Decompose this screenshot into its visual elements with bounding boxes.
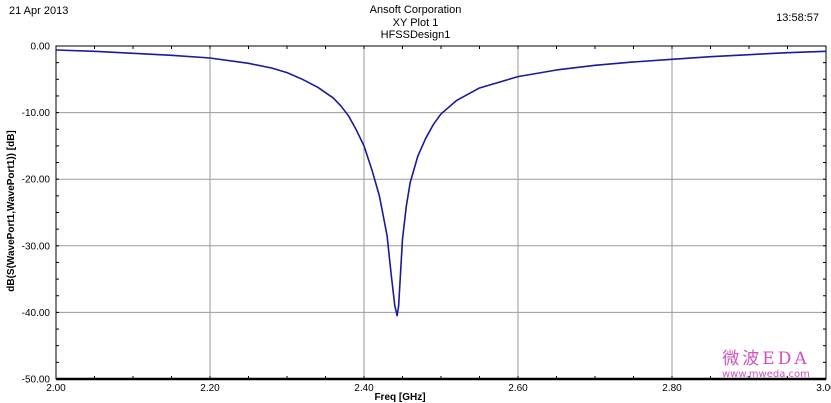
x-tick-label: 2.20 — [200, 383, 220, 394]
plot-axes — [55, 45, 827, 381]
watermark-logo: 微波EDA www.mweda.com — [722, 344, 810, 380]
x-axis-label: Freq [GHz] — [374, 392, 425, 403]
plot-time: 13:58:57 — [776, 12, 819, 24]
y-tick-label: -40.00 — [22, 308, 51, 319]
y-tick-label: -10.00 — [22, 108, 51, 119]
design-title: HFSSDesign1 — [380, 29, 451, 41]
plot-grid — [56, 46, 826, 379]
y-axis-label: dB(S(WavePort1,WavePort1)) [dB] — [6, 130, 17, 292]
y-tick-label: 0.00 — [31, 42, 51, 53]
watermark-url: www.mweda.com — [722, 369, 810, 380]
x-tick-labels: 2.00 2.20 2.40 2.60 2.80 3.00 — [46, 383, 831, 394]
y-tick-labels: 0.00 -10.00 -20.00 -30.00 -40.00 -50.00 — [22, 42, 51, 386]
x-tick-label: 3.00 — [816, 383, 831, 394]
x-tick-label: 2.00 — [46, 383, 66, 394]
x-tick-label: 2.40 — [354, 383, 374, 394]
plot-titles: Ansoft Corporation XY Plot 1 HFSSDesign1 — [0, 4, 831, 42]
y-tick-label: -30.00 — [22, 241, 51, 252]
y-tick-label: -20.00 — [22, 175, 51, 186]
s11-trace — [55, 49, 827, 317]
y-tick-label: -50.00 — [22, 375, 51, 386]
company-title: Ansoft Corporation — [369, 4, 462, 16]
plot-date: 21 Apr 2013 — [9, 5, 69, 17]
watermark-brand: 微波EDA — [722, 349, 810, 369]
plot-title: XY Plot 1 — [392, 16, 439, 29]
x-tick-label: 2.60 — [508, 383, 528, 394]
x-tick-label: 2.80 — [662, 383, 682, 394]
plot-frame — [55, 45, 827, 380]
